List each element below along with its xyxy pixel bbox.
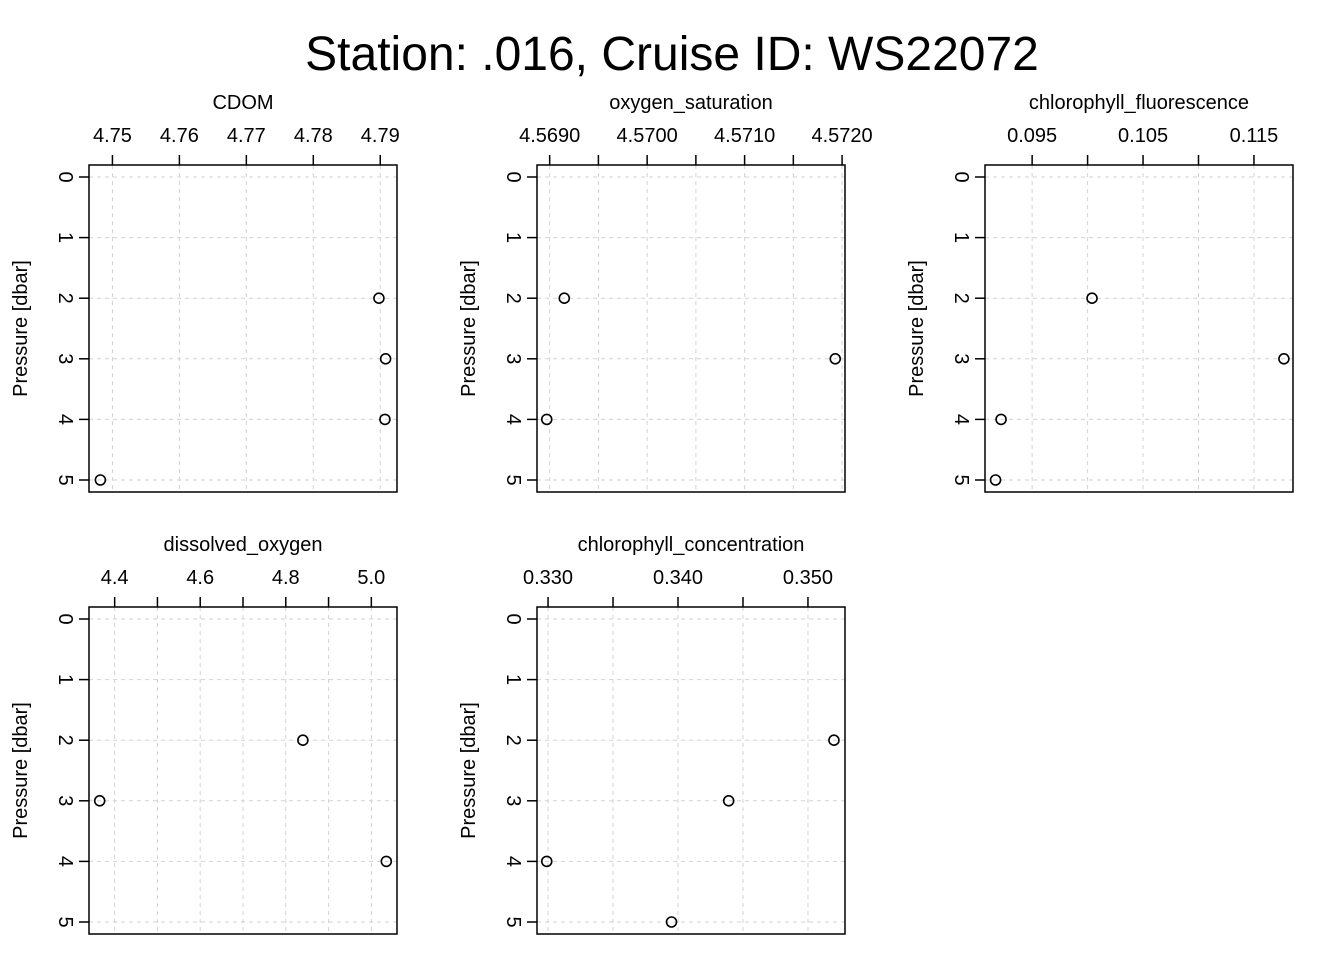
y-tick-label: 5 [54, 916, 76, 927]
data-point [540, 413, 553, 426]
y-tick-label: 5 [950, 474, 972, 485]
y-tick-label: 2 [54, 735, 76, 746]
figure-title: Station: .016, Cruise ID: WS22072 [305, 28, 1039, 81]
y-tick-label: 5 [54, 474, 76, 485]
data-point [379, 413, 391, 426]
panel-4: 4.4 4.6 4.8 5.0 0 1 2 3 4 5 dissolved_oxygen Pressu… [10, 534, 398, 935]
data-point [540, 855, 553, 868]
x-tick-label: 0.330 [523, 567, 573, 589]
y-tick-label: 1 [54, 232, 76, 243]
plot-frame [88, 164, 398, 493]
y-tick-label: 5 [502, 916, 524, 927]
data-point [722, 794, 735, 807]
y-tick-label: 3 [54, 353, 76, 364]
data-point [995, 413, 1007, 426]
y-axis-label: Pressure [dbar] [906, 260, 928, 397]
x-tick-label: 0.340 [653, 567, 703, 589]
plot-frame [536, 164, 846, 493]
x-tick-label: 4.4 [101, 567, 129, 589]
panel-title: CDOM [212, 92, 273, 114]
x-tick-label: 4.5690 [519, 125, 580, 147]
y-tick-label: 1 [502, 674, 524, 685]
data-point [829, 352, 842, 365]
data-point [373, 292, 385, 305]
panel-3: 0.095 0.105 0.115 0 1 2 3 4 5 chlorophyll_fluores… [906, 92, 1294, 493]
y-tick-label: 0 [54, 613, 76, 624]
x-tick-label: 0.350 [783, 567, 833, 589]
data-point [93, 794, 106, 807]
y-tick-label: 0 [502, 613, 524, 624]
data-point [1086, 292, 1098, 305]
x-tick-label: 4.5720 [811, 125, 872, 147]
y-tick-label: 3 [502, 795, 524, 806]
panel-2: 4.5690 4.5700 4.5710 4.5720 0 1 2 3 4 5 oxygen_sat… [458, 92, 873, 493]
y-tick-label: 1 [502, 232, 524, 243]
y-tick-label: 3 [502, 353, 524, 364]
y-tick-label: 1 [950, 232, 972, 243]
data-point [828, 734, 840, 747]
y-axis-label: Pressure [dbar] [458, 260, 480, 397]
data-point [379, 352, 392, 365]
y-tick-label: 2 [502, 735, 524, 746]
data-point [558, 292, 571, 305]
data-point [380, 855, 393, 868]
panels: 4.75 4.76 4.77 4.78 4.79 0 1 2 3 4 5 CDOM Pressure [… [10, 92, 1294, 935]
x-tick-label: 4.8 [272, 567, 300, 589]
x-tick-label: 4.77 [227, 125, 266, 147]
y-tick-label: 4 [54, 856, 76, 867]
data-point [1278, 352, 1290, 365]
data-point [297, 734, 309, 747]
x-tick-label: 4.78 [294, 125, 333, 147]
y-tick-label: 5 [502, 474, 524, 485]
panel-1: 4.75 4.76 4.77 4.78 4.79 0 1 2 3 4 5 CDOM Pressure [… [10, 92, 400, 493]
y-axis-label: Pressure [dbar] [458, 702, 480, 839]
data-point [989, 474, 1002, 486]
data-point [665, 916, 678, 928]
y-tick-label: 2 [950, 293, 972, 304]
panel-title: oxygen_saturation [609, 92, 772, 114]
x-tick-label: 4.75 [93, 125, 132, 147]
data-point [94, 474, 107, 486]
y-tick-label: 3 [54, 795, 76, 806]
x-tick-label: 0.115 [1230, 125, 1279, 147]
y-tick-label: 2 [54, 293, 76, 304]
y-tick-label: 4 [502, 414, 524, 425]
x-tick-label: 4.76 [160, 125, 199, 147]
x-tick-label: 4.6 [186, 567, 214, 589]
y-tick-label: 1 [54, 674, 76, 685]
y-tick-label: 3 [950, 353, 972, 364]
y-axis-label: Pressure [dbar] [10, 260, 32, 397]
x-tick-label: 0.095 [1007, 125, 1057, 147]
panel-title: dissolved_oxygen [164, 534, 323, 556]
y-tick-label: 4 [502, 856, 524, 867]
y-axis-label: Pressure [dbar] [10, 702, 32, 839]
x-tick-label: 4.5710 [714, 125, 775, 147]
x-tick-label: 5.0 [357, 567, 385, 589]
y-tick-label: 4 [54, 414, 76, 425]
y-tick-label: 0 [54, 171, 76, 182]
plot-frame [984, 164, 1294, 493]
y-tick-label: 2 [502, 293, 524, 304]
y-tick-label: 0 [502, 171, 524, 182]
plot-frame [536, 606, 846, 935]
panel-title: chlorophyll_fluorescence [1029, 92, 1249, 114]
panel-title: chlorophyll_concentration [578, 534, 805, 556]
x-tick-label: 4.79 [361, 125, 400, 147]
x-tick-label: 4.5700 [617, 125, 678, 147]
panel-5: 0.330 0.340 0.350 0 1 2 3 4 5 chlorophyll_concent… [458, 534, 846, 935]
x-tick-label: 0.105 [1118, 125, 1168, 147]
y-tick-label: 4 [950, 414, 972, 425]
y-tick-label: 0 [950, 171, 972, 182]
